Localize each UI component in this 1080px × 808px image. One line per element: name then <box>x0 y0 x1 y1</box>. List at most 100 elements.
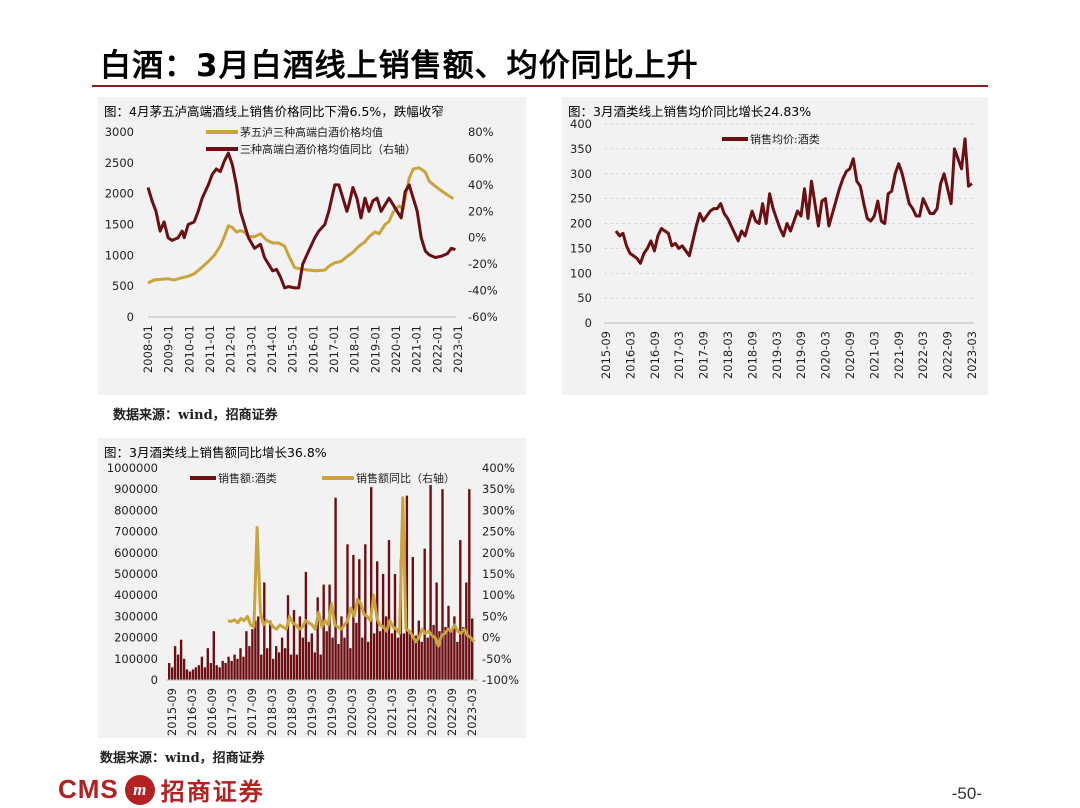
y-tick-label-left: 1000 <box>105 248 134 262</box>
x-tick-label: 2018-01 <box>348 325 362 373</box>
bar <box>257 616 260 680</box>
x-tick-label: 2020-09 <box>365 688 379 736</box>
bar <box>456 641 459 680</box>
bar <box>191 669 195 680</box>
bar <box>441 489 444 680</box>
x-tick-label: 2015-09 <box>599 331 613 379</box>
bar <box>242 656 245 680</box>
x-tick-label: 2018-03 <box>721 331 735 379</box>
legend-label: 三种高端白酒价格均值同比（右轴） <box>240 142 416 156</box>
y-tick-label-right: -50% <box>482 652 512 666</box>
bar <box>408 631 411 680</box>
x-tick-label: 2020-03 <box>345 688 359 736</box>
chart-title: 图：3月酒类线上销售均价同比增长24.83% <box>568 104 812 119</box>
y-tick-label-left: 100000 <box>114 652 158 666</box>
y-tick-label-right: -20% <box>468 257 498 271</box>
bar <box>405 495 409 680</box>
bar <box>396 637 400 680</box>
bar <box>462 627 465 680</box>
page-number: -50- <box>951 784 982 803</box>
y-tick-label-left: 1500 <box>105 218 134 232</box>
x-tick-label: 2022-09 <box>941 331 955 379</box>
bar <box>349 648 352 680</box>
bar <box>230 660 233 680</box>
bar <box>263 582 266 680</box>
bar <box>444 627 447 680</box>
bar <box>334 497 337 680</box>
bar <box>272 658 275 680</box>
bar <box>179 639 183 680</box>
bar <box>426 637 429 680</box>
source-note-bottom: 数据来源：wind，招商证券 <box>100 751 265 766</box>
x-tick-label: 2022-01 <box>430 325 444 373</box>
logo-chinese-text: 招商证券 <box>160 777 265 806</box>
x-tick-label: 2019-03 <box>305 688 319 736</box>
bar <box>168 663 171 680</box>
bar <box>414 635 417 680</box>
bar <box>254 620 257 680</box>
y-tick-label-right: 0% <box>482 631 500 645</box>
company-logo: CMS m 招商证券 <box>58 772 265 807</box>
bar <box>197 665 201 680</box>
bar <box>364 544 367 680</box>
bar <box>176 654 180 680</box>
bar <box>471 618 474 680</box>
legend-label: 销售额同比（右轴） <box>356 471 455 485</box>
bar <box>224 663 227 680</box>
bar <box>227 656 230 680</box>
y-tick-label: 100 <box>570 266 592 280</box>
y-tick-label-left: 2500 <box>105 156 134 170</box>
bar <box>260 654 263 680</box>
bar <box>209 663 212 680</box>
bar <box>420 641 423 680</box>
bar <box>361 637 364 680</box>
bar <box>298 616 302 680</box>
x-tick-label: 2020-01 <box>389 325 403 373</box>
x-tick-label: 2016-09 <box>648 331 662 379</box>
bar <box>438 631 441 680</box>
y-tick-label: 50 <box>577 291 592 305</box>
bar <box>319 654 322 680</box>
x-tick-label: 2022-03 <box>425 688 439 736</box>
legend-label: 茅五泸三种高端白酒价格均值 <box>240 125 383 139</box>
x-tick-label: 2016-09 <box>205 688 219 736</box>
bar <box>212 631 215 680</box>
bar <box>468 489 471 680</box>
bar <box>221 660 224 680</box>
bar <box>331 637 334 680</box>
bar <box>417 620 420 680</box>
chart-panel-price-yoy: 图：4月茅五泸高端酒线上销售价格同比下滑6.5%，跌幅收窄 0 500 1000 15… <box>98 97 526 395</box>
bar <box>289 654 293 680</box>
legend-label: 销售额:酒类 <box>218 471 277 485</box>
bar <box>233 654 236 680</box>
x-tick-label: 2017-03 <box>225 688 239 736</box>
bar <box>185 669 189 680</box>
bar <box>239 648 242 680</box>
x-tick-label: 2019-09 <box>325 688 339 736</box>
y-tick-label: 0 <box>585 316 592 330</box>
y-tick-label-left: 900000 <box>114 482 158 496</box>
y-tick-label-right: 50% <box>482 609 508 623</box>
y-tick-label-right: -60% <box>468 310 498 324</box>
bar <box>203 667 207 680</box>
bar <box>316 597 319 680</box>
x-tick-label: 2018-09 <box>745 331 759 379</box>
y-tick-label-right: 40% <box>468 178 494 192</box>
series-line-avg-price <box>614 137 973 265</box>
x-tick-label: 2023-03 <box>465 688 479 736</box>
x-tick-label: 2021-01 <box>410 325 424 373</box>
y-tick-label-right: 60% <box>468 151 494 165</box>
bar <box>301 637 305 680</box>
bar <box>432 624 435 680</box>
bar <box>337 644 340 680</box>
bar <box>402 633 406 680</box>
bar <box>325 631 328 680</box>
x-tick-label: 2016-01 <box>306 325 320 373</box>
y-tick-label: 400 <box>570 117 592 131</box>
bar <box>358 559 361 680</box>
bar <box>343 637 346 680</box>
bar <box>292 610 296 680</box>
y-tick-label-left: 200000 <box>114 631 158 645</box>
bar <box>346 544 349 680</box>
bar <box>322 584 325 680</box>
